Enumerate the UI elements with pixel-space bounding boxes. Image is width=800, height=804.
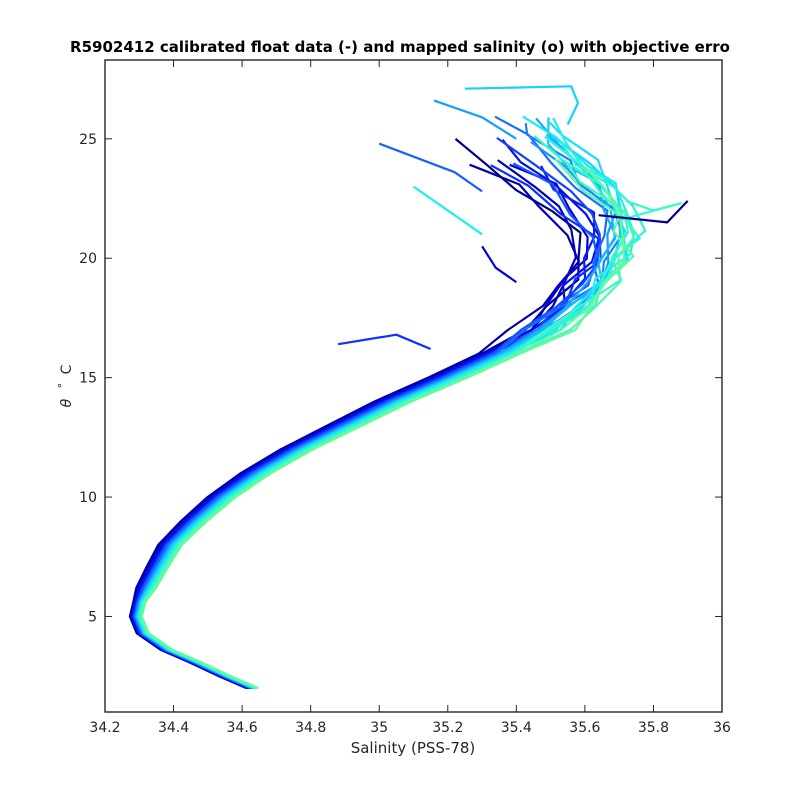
chart-title: R5902412 calibrated float data (-) and m… (70, 38, 730, 56)
y-axis-label-symbol: θ (59, 398, 75, 407)
x-tick-label: 34.8 (295, 720, 326, 736)
plot-frame (104, 59, 723, 713)
profile-line (130, 139, 601, 690)
y-axis-label: θ ° C (54, 364, 75, 407)
profile-line (140, 165, 626, 690)
profile-segment (598, 200, 689, 224)
profile-line (132, 164, 600, 690)
y-axis-label-degree: ° (56, 383, 69, 389)
profile-line (132, 165, 596, 690)
x-tick-label: 34.4 (158, 720, 189, 736)
x-tick-label: 35.8 (638, 720, 669, 736)
profile-segment (464, 85, 580, 125)
profile-segment (412, 185, 483, 236)
y-tick-label: 25 (79, 132, 97, 148)
x-tick-label: 35.4 (501, 720, 532, 736)
profile-line (139, 163, 635, 690)
x-axis-label: Salinity (PSS-78) (351, 739, 476, 757)
profile-segment (618, 199, 682, 222)
y-axis-label-unit: C (59, 364, 75, 374)
profile-line (139, 158, 635, 690)
y-tick-label: 10 (79, 490, 97, 506)
profile-segment (337, 333, 432, 351)
profile-line (138, 139, 647, 690)
x-tick-label: 35.2 (432, 720, 463, 736)
y-tick-label: 5 (88, 609, 97, 625)
x-tick-label: 34.2 (89, 720, 120, 736)
profile-line (133, 162, 599, 690)
profile-line (139, 135, 630, 690)
profile-segment (481, 245, 517, 284)
series-layer (128, 85, 689, 690)
profile-line (128, 163, 580, 690)
profile-segment (378, 142, 483, 193)
x-tick-label: 34.6 (227, 720, 258, 736)
x-tick-label: 35 (370, 720, 388, 736)
ticks-layer: 34.2 34.4 34.6 34.8 35 35.2 35.4 35.6 35.8 36 5 10 1… (79, 60, 731, 736)
y-tick-label: 20 (79, 251, 97, 267)
y-tick-label: 15 (79, 371, 97, 387)
x-tick-label: 35.6 (569, 720, 600, 736)
x-tick-label: 36 (713, 720, 731, 736)
profile-segment (433, 99, 517, 140)
